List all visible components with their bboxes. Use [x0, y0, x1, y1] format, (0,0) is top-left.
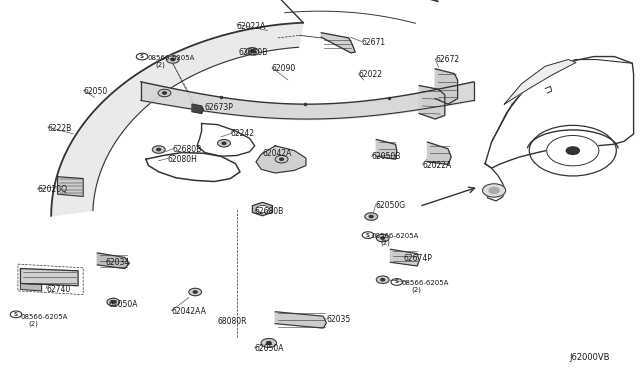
Circle shape — [222, 142, 226, 144]
Circle shape — [218, 140, 230, 147]
Text: 6222B: 6222B — [48, 124, 72, 133]
Circle shape — [166, 56, 179, 63]
Circle shape — [249, 49, 259, 55]
Circle shape — [111, 301, 115, 303]
Circle shape — [267, 342, 271, 344]
Circle shape — [158, 89, 171, 97]
Text: 62022A: 62022A — [422, 161, 452, 170]
Circle shape — [157, 148, 161, 151]
Text: 62680B: 62680B — [255, 207, 284, 216]
Text: 62042A: 62042A — [262, 149, 292, 158]
Polygon shape — [504, 60, 576, 104]
Text: 62680B: 62680B — [173, 145, 202, 154]
Text: 62090: 62090 — [272, 64, 296, 73]
Circle shape — [369, 215, 373, 218]
Text: 62080H: 62080H — [168, 155, 198, 164]
Polygon shape — [390, 249, 419, 266]
Circle shape — [376, 276, 389, 283]
Polygon shape — [435, 69, 458, 104]
Polygon shape — [20, 269, 78, 286]
Text: 62022A: 62022A — [237, 22, 266, 31]
Text: 62050B: 62050B — [371, 153, 401, 161]
Polygon shape — [58, 177, 83, 196]
Text: S: S — [395, 279, 399, 285]
Text: 62034: 62034 — [106, 258, 130, 267]
Circle shape — [256, 205, 269, 213]
Circle shape — [262, 339, 275, 347]
Circle shape — [381, 279, 385, 281]
Text: 08566-6205A: 08566-6205A — [147, 55, 195, 61]
Text: (2): (2) — [381, 240, 390, 246]
Text: S: S — [366, 232, 370, 238]
Circle shape — [381, 237, 385, 239]
Text: (2): (2) — [155, 62, 164, 68]
Polygon shape — [97, 253, 129, 269]
Text: 62050B: 62050B — [238, 48, 268, 57]
Circle shape — [566, 147, 579, 154]
Text: J62000VB: J62000VB — [570, 353, 610, 362]
Circle shape — [489, 187, 499, 193]
Text: 62674P: 62674P — [403, 254, 432, 263]
Circle shape — [266, 341, 271, 344]
Polygon shape — [321, 33, 355, 53]
Circle shape — [107, 298, 120, 306]
Circle shape — [529, 125, 616, 176]
Text: 62022: 62022 — [358, 70, 383, 79]
Text: 62673P: 62673P — [205, 103, 234, 112]
Text: 62042AA: 62042AA — [172, 307, 206, 316]
Text: 08566-6205A: 08566-6205A — [371, 233, 419, 239]
Text: 62035: 62035 — [326, 315, 351, 324]
Text: 62050A: 62050A — [109, 300, 138, 309]
Circle shape — [250, 50, 254, 52]
Polygon shape — [256, 146, 306, 173]
Circle shape — [189, 288, 202, 296]
Polygon shape — [419, 86, 445, 119]
Polygon shape — [376, 140, 397, 159]
Text: S: S — [140, 54, 144, 59]
Circle shape — [193, 291, 197, 293]
Circle shape — [163, 92, 166, 94]
Polygon shape — [275, 312, 326, 328]
Polygon shape — [51, 23, 303, 216]
Circle shape — [261, 339, 276, 347]
Polygon shape — [252, 202, 273, 216]
Text: 08566-6205A: 08566-6205A — [402, 280, 449, 286]
Circle shape — [376, 234, 389, 242]
Text: (2): (2) — [412, 287, 421, 294]
Polygon shape — [192, 104, 204, 113]
Text: 68080R: 68080R — [218, 317, 247, 326]
Polygon shape — [428, 142, 451, 164]
Text: S: S — [14, 312, 18, 317]
Text: 62671: 62671 — [362, 38, 386, 47]
Circle shape — [483, 184, 506, 197]
Circle shape — [171, 58, 175, 61]
Text: 62050A: 62050A — [255, 344, 284, 353]
Text: 62050G: 62050G — [376, 201, 406, 210]
Text: 62050: 62050 — [83, 87, 108, 96]
Circle shape — [275, 155, 288, 163]
Circle shape — [280, 158, 284, 160]
Text: (2): (2) — [29, 320, 38, 327]
Circle shape — [253, 51, 255, 53]
Text: 08566-6205A: 08566-6205A — [20, 314, 68, 320]
Circle shape — [152, 146, 165, 153]
Circle shape — [246, 48, 259, 55]
Circle shape — [365, 213, 378, 220]
Text: 62242: 62242 — [230, 129, 254, 138]
Text: 62740: 62740 — [46, 285, 70, 294]
Circle shape — [547, 135, 599, 166]
Text: 62020Q: 62020Q — [37, 185, 67, 194]
Text: 62672: 62672 — [435, 55, 460, 64]
Polygon shape — [20, 283, 42, 291]
